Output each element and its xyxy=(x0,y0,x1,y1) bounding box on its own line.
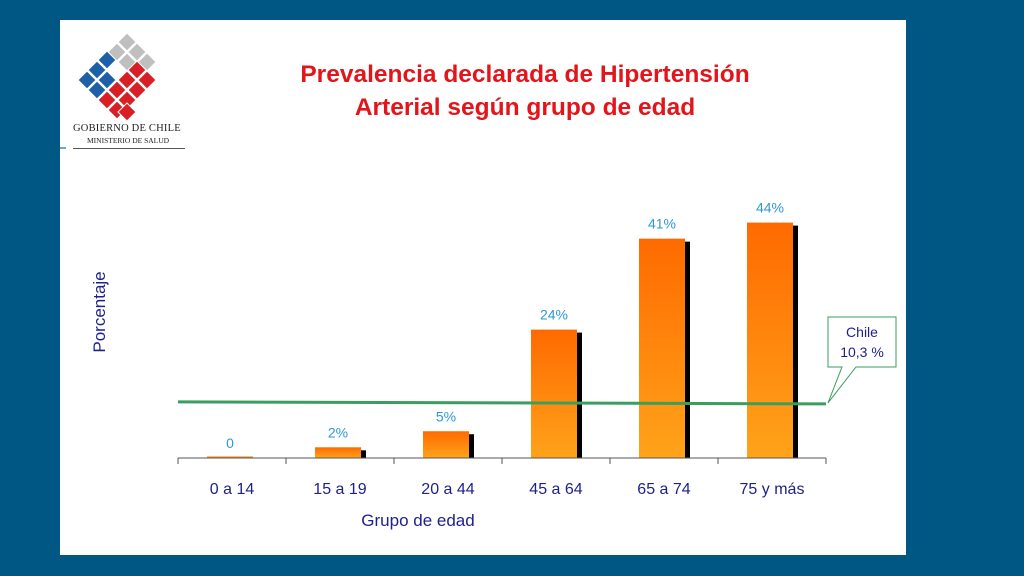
logo-cube xyxy=(87,80,107,100)
logo-cube xyxy=(127,80,147,100)
logo-dash xyxy=(60,147,66,149)
x-axis-label: Grupo de edad xyxy=(361,511,475,530)
logo-cubes-icon xyxy=(77,32,157,122)
data-label: 41% xyxy=(648,216,676,232)
logo-cube xyxy=(97,50,117,70)
logo-rule xyxy=(73,148,185,149)
logo-cube xyxy=(117,32,137,52)
bar xyxy=(639,238,685,458)
x-tick-label: 20 a 44 xyxy=(421,481,474,498)
bar xyxy=(315,447,361,458)
logo-cube xyxy=(87,60,107,80)
logo-cube xyxy=(117,70,137,90)
logo-cube xyxy=(77,70,97,90)
logo-cube xyxy=(107,80,127,100)
data-label: 5% xyxy=(436,408,456,424)
reference-callout-value: 10,3 % xyxy=(840,344,884,360)
data-label: 24% xyxy=(540,307,568,323)
bar xyxy=(207,456,253,458)
logo-cube xyxy=(127,60,147,80)
logo-line2: MINISTERIO DE SALUD xyxy=(87,136,170,145)
x-tick-label: 75 y más xyxy=(740,481,805,498)
data-label: 2% xyxy=(328,424,348,440)
reference-callout xyxy=(827,316,897,404)
data-label: 44% xyxy=(756,200,784,216)
chart-title-line2: Arterial según grupo de edad xyxy=(354,94,696,121)
y-axis-label: Porcentaje xyxy=(90,271,109,353)
x-tick-label: 65 a 74 xyxy=(637,481,690,498)
x-tick-label: 0 a 14 xyxy=(210,481,255,498)
x-tick-label: 45 a 64 xyxy=(529,481,582,498)
bar xyxy=(423,431,469,458)
logo-cube xyxy=(117,102,137,122)
reference-callout-label: Chile xyxy=(846,324,878,340)
logo-cube xyxy=(137,70,157,90)
chart-title: Prevalencia declarada de Hipertensión Ar… xyxy=(220,58,830,124)
logo-line1: GOBIERNO DE CHILE xyxy=(73,123,181,134)
government-logo: GOBIERNO DE CHILE MINISTERIO DE SALUD xyxy=(60,28,185,153)
x-tick-label: 15 a 19 xyxy=(313,481,366,498)
chart-title-line1: Prevalencia declarada de Hipertensión xyxy=(300,61,750,88)
bar xyxy=(531,329,577,458)
bar xyxy=(747,222,793,458)
reference-line xyxy=(177,400,827,406)
data-label: 0 xyxy=(226,435,234,451)
logo-cube xyxy=(97,70,117,90)
logo-cube xyxy=(97,90,117,110)
